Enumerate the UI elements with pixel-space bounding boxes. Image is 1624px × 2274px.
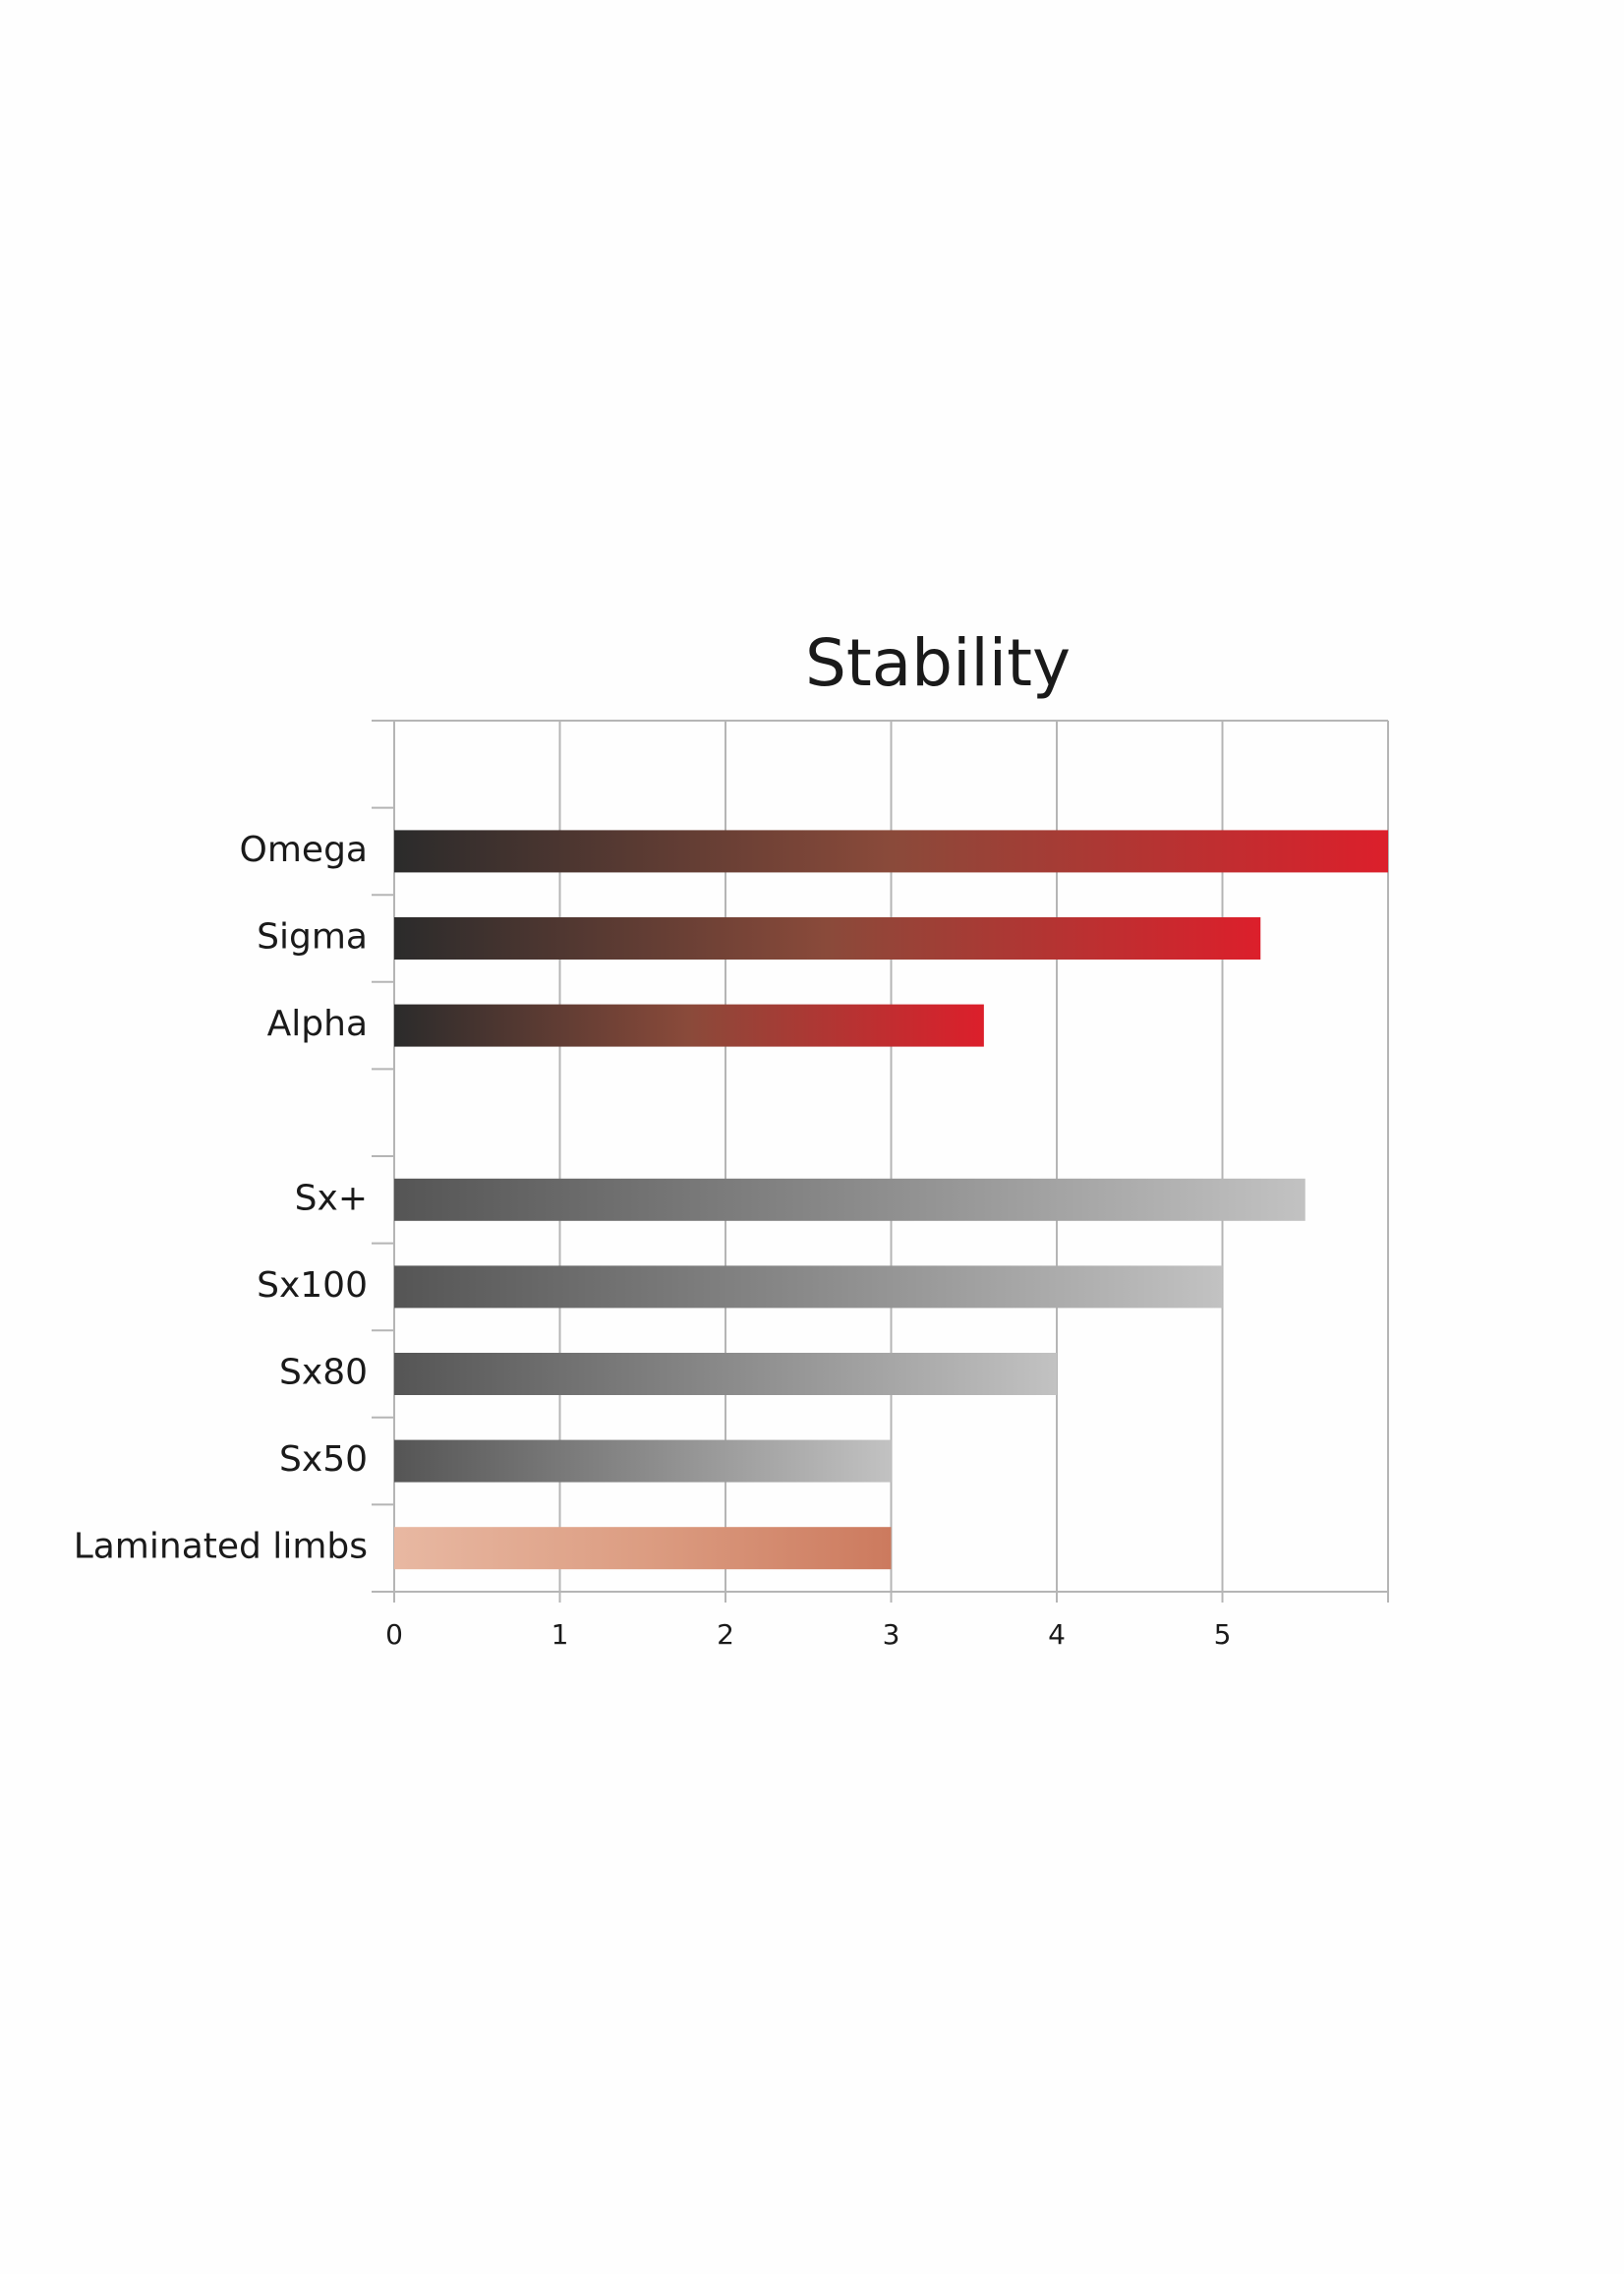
bar [394, 1004, 984, 1047]
y-tick-label: Sx80 [279, 1353, 368, 1393]
bar [394, 1527, 892, 1570]
bar [394, 1178, 1305, 1221]
x-tick-label: 0 [385, 1618, 403, 1651]
x-tick-label: 2 [717, 1618, 734, 1651]
chart-title: Stability [805, 625, 1071, 701]
y-tick-label: Sx50 [279, 1439, 368, 1480]
y-tick-label: Alpha [267, 1004, 368, 1044]
x-tick-label: 3 [883, 1618, 900, 1651]
y-tick-label: Sigma [257, 917, 368, 958]
y-tick-label: Laminated limbs [74, 1527, 368, 1567]
bar [394, 917, 1261, 960]
y-tick-label: Sx100 [257, 1265, 368, 1306]
x-tick-label: 1 [551, 1618, 569, 1651]
x-tick-label: 5 [1214, 1618, 1232, 1651]
y-tick-label: Omega [240, 830, 368, 870]
y-tick-label: Sx+ [295, 1178, 368, 1218]
bar [394, 1265, 1223, 1309]
bar [394, 830, 1388, 873]
bar [394, 1353, 1057, 1395]
x-tick-label: 4 [1048, 1618, 1066, 1651]
bar [394, 1439, 892, 1483]
